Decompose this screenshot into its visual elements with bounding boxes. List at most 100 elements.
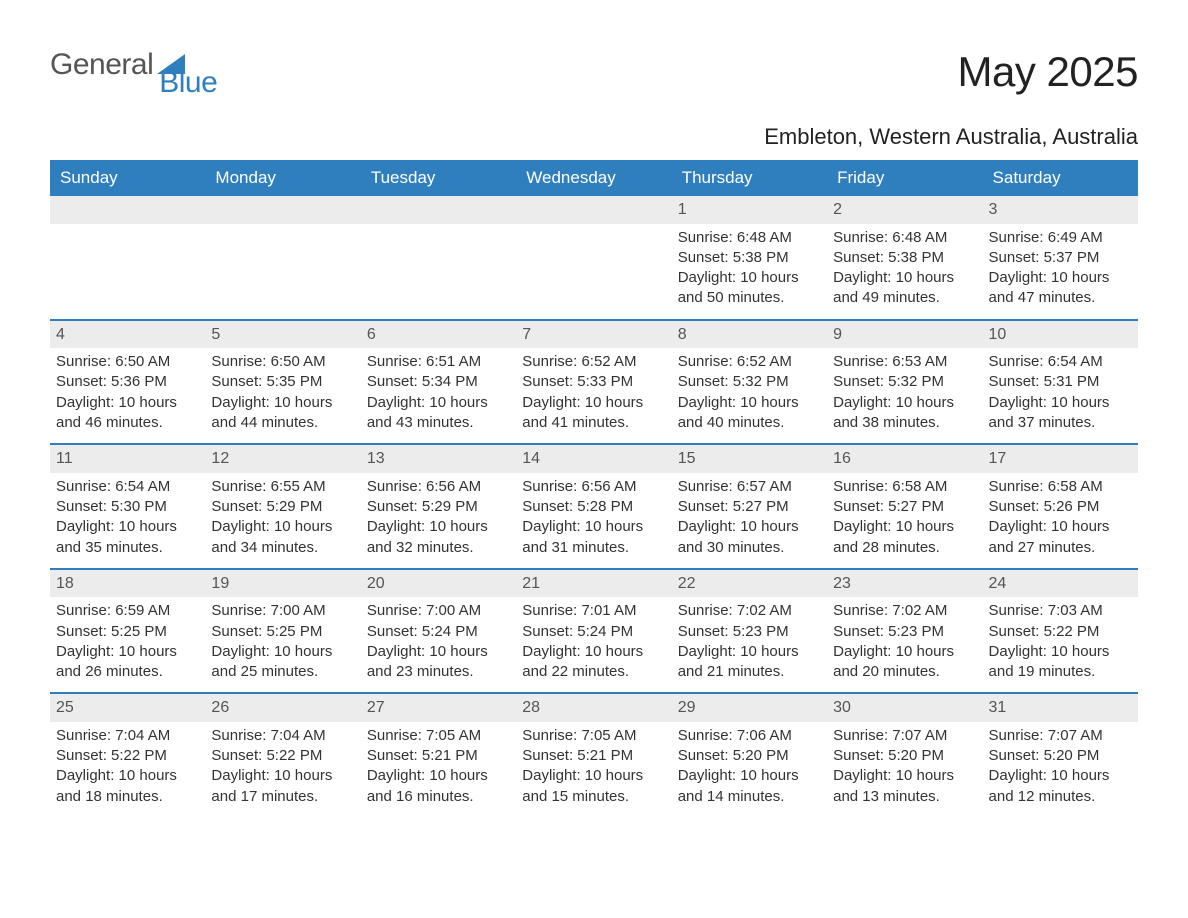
daylight-line2: and 44 minutes. bbox=[211, 413, 354, 433]
daylight-line2: and 25 minutes. bbox=[211, 662, 354, 682]
sunrise-line: Sunrise: 7:05 AM bbox=[522, 726, 665, 746]
daylight-line2: and 12 minutes. bbox=[989, 787, 1132, 807]
sunset-line: Sunset: 5:36 PM bbox=[56, 372, 199, 392]
daylight-line1: Daylight: 10 hours bbox=[833, 642, 976, 662]
location-subtitle: Embleton, Western Australia, Australia bbox=[764, 124, 1138, 150]
dow-cell: Sunday bbox=[50, 160, 205, 196]
sunset-line: Sunset: 5:32 PM bbox=[678, 372, 821, 392]
sunset-line: Sunset: 5:28 PM bbox=[522, 497, 665, 517]
day-cell: 27Sunrise: 7:05 AMSunset: 5:21 PMDayligh… bbox=[361, 694, 516, 817]
daylight-line1: Daylight: 10 hours bbox=[989, 393, 1132, 413]
sunrise-line: Sunrise: 7:00 AM bbox=[211, 601, 354, 621]
sunrise-line: Sunrise: 7:04 AM bbox=[56, 726, 199, 746]
day-cell: 28Sunrise: 7:05 AMSunset: 5:21 PMDayligh… bbox=[516, 694, 671, 817]
daylight-line1: Daylight: 10 hours bbox=[211, 393, 354, 413]
daylight-line2: and 49 minutes. bbox=[833, 288, 976, 308]
day-number bbox=[50, 196, 205, 224]
day-number: 18 bbox=[50, 570, 205, 598]
sunrise-line: Sunrise: 7:00 AM bbox=[367, 601, 510, 621]
daylight-line2: and 14 minutes. bbox=[678, 787, 821, 807]
daylight-line2: and 30 minutes. bbox=[678, 538, 821, 558]
sunrise-line: Sunrise: 6:56 AM bbox=[522, 477, 665, 497]
daylight-line1: Daylight: 10 hours bbox=[833, 766, 976, 786]
day-cell: 9Sunrise: 6:53 AMSunset: 5:32 PMDaylight… bbox=[827, 321, 982, 444]
day-cell: 31Sunrise: 7:07 AMSunset: 5:20 PMDayligh… bbox=[983, 694, 1138, 817]
day-cell: 24Sunrise: 7:03 AMSunset: 5:22 PMDayligh… bbox=[983, 570, 1138, 693]
sunrise-line: Sunrise: 6:52 AM bbox=[522, 352, 665, 372]
daylight-line2: and 15 minutes. bbox=[522, 787, 665, 807]
daylight-line1: Daylight: 10 hours bbox=[522, 642, 665, 662]
sunset-line: Sunset: 5:29 PM bbox=[367, 497, 510, 517]
dow-cell: Tuesday bbox=[361, 160, 516, 196]
day-cell: 22Sunrise: 7:02 AMSunset: 5:23 PMDayligh… bbox=[672, 570, 827, 693]
day-number: 24 bbox=[983, 570, 1138, 598]
day-number: 29 bbox=[672, 694, 827, 722]
day-cell: 7Sunrise: 6:52 AMSunset: 5:33 PMDaylight… bbox=[516, 321, 671, 444]
daylight-line2: and 50 minutes. bbox=[678, 288, 821, 308]
day-cell: 20Sunrise: 7:00 AMSunset: 5:24 PMDayligh… bbox=[361, 570, 516, 693]
day-cell: 26Sunrise: 7:04 AMSunset: 5:22 PMDayligh… bbox=[205, 694, 360, 817]
sunrise-line: Sunrise: 6:48 AM bbox=[678, 228, 821, 248]
day-number: 9 bbox=[827, 321, 982, 349]
sunset-line: Sunset: 5:25 PM bbox=[211, 622, 354, 642]
daylight-line1: Daylight: 10 hours bbox=[989, 766, 1132, 786]
sunset-line: Sunset: 5:21 PM bbox=[522, 746, 665, 766]
sunset-line: Sunset: 5:34 PM bbox=[367, 372, 510, 392]
day-cell: 1 Sunrise: 6:48 AMSunset: 5:38 PMDaylight… bbox=[672, 196, 827, 319]
daylight-line1: Daylight: 10 hours bbox=[56, 766, 199, 786]
daylight-line2: and 19 minutes. bbox=[989, 662, 1132, 682]
daylight-line2: and 23 minutes. bbox=[367, 662, 510, 682]
week-row: 4 Sunrise: 6:50 AMSunset: 5:36 PM Daylight… bbox=[50, 319, 1138, 444]
sunset-line: Sunset: 5:24 PM bbox=[522, 622, 665, 642]
sunrise-line: Sunrise: 6:56 AM bbox=[367, 477, 510, 497]
day-number: 22 bbox=[672, 570, 827, 598]
day-number: 5 bbox=[205, 321, 360, 349]
week-row: 25Sunrise: 7:04 AMSunset: 5:22 PMDayligh… bbox=[50, 692, 1138, 817]
day-number: 7 bbox=[516, 321, 671, 349]
day-cell: 11Sunrise: 6:54 AMSunset: 5:30 PMDayligh… bbox=[50, 445, 205, 568]
daylight-line2: and 40 minutes. bbox=[678, 413, 821, 433]
sunrise-line: Sunrise: 6:50 AM bbox=[56, 352, 199, 372]
daylight-line2: and 35 minutes. bbox=[56, 538, 199, 558]
sunrise-line: Sunrise: 7:01 AM bbox=[522, 601, 665, 621]
sunset-line: Sunset: 5:38 PM bbox=[833, 248, 976, 268]
week-row: 11Sunrise: 6:54 AMSunset: 5:30 PMDayligh… bbox=[50, 443, 1138, 568]
daylight-line2: and 38 minutes. bbox=[833, 413, 976, 433]
day-cell: 25Sunrise: 7:04 AMSunset: 5:22 PMDayligh… bbox=[50, 694, 205, 817]
brand-part2: Blue bbox=[159, 66, 217, 100]
daylight-line1: Daylight: 10 hours bbox=[989, 517, 1132, 537]
sunset-line: Sunset: 5:26 PM bbox=[989, 497, 1132, 517]
sunrise-line: Sunrise: 6:54 AM bbox=[989, 352, 1132, 372]
day-number: 30 bbox=[827, 694, 982, 722]
day-number: 4 bbox=[50, 321, 205, 349]
daylight-line2: and 43 minutes. bbox=[367, 413, 510, 433]
day-cell: 2Sunrise: 6:48 AMSunset: 5:38 PMDaylight… bbox=[827, 196, 982, 319]
day-number: 2 bbox=[827, 196, 982, 224]
day-number: 21 bbox=[516, 570, 671, 598]
sunrise-line: Sunrise: 6:58 AM bbox=[989, 477, 1132, 497]
day-number: 1 bbox=[672, 196, 827, 224]
day-number bbox=[361, 196, 516, 224]
daylight-line1: Daylight: 10 hours bbox=[833, 517, 976, 537]
daylight-line1: Daylight: 10 hours bbox=[56, 642, 199, 662]
sunset-line: Sunset: 5:30 PM bbox=[56, 497, 199, 517]
day-of-week-header: SundayMondayTuesdayWednesdayThursdayFrid… bbox=[50, 160, 1138, 196]
sunset-line: Sunset: 5:38 PM bbox=[678, 248, 821, 268]
dow-cell: Saturday bbox=[983, 160, 1138, 196]
day-number: 31 bbox=[983, 694, 1138, 722]
page-title: May 2025 bbox=[764, 48, 1138, 96]
sunset-line: Sunset: 5:23 PM bbox=[678, 622, 821, 642]
day-cell: 4Sunrise: 6:50 AMSunset: 5:36 PMDaylight… bbox=[50, 321, 205, 444]
day-cell: 19Sunrise: 7:00 AMSunset: 5:25 PMDayligh… bbox=[205, 570, 360, 693]
daylight-line1: Daylight: 10 hours bbox=[678, 766, 821, 786]
day-number bbox=[205, 196, 360, 224]
weeks-container: 1Sunrise: 6:48 AMSunset: 5:38 PMDaylight… bbox=[50, 196, 1138, 817]
daylight-line1: Daylight: 10 hours bbox=[367, 766, 510, 786]
daylight-line1: Daylight: 10 hours bbox=[678, 393, 821, 413]
day-cell: 16Sunrise: 6:58 AMSunset: 5:27 PMDayligh… bbox=[827, 445, 982, 568]
daylight-line1: Daylight: 10 hours bbox=[211, 517, 354, 537]
day-number: 28 bbox=[516, 694, 671, 722]
daylight-line1: Daylight: 10 hours bbox=[989, 642, 1132, 662]
sunrise-line: Sunrise: 7:02 AM bbox=[833, 601, 976, 621]
daylight-line1: Daylight: 10 hours bbox=[678, 268, 821, 288]
